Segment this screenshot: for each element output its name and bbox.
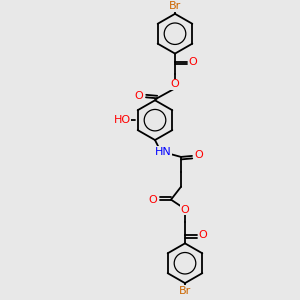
Text: O: O [171,80,179,89]
Text: HN: HN [154,147,171,157]
Text: O: O [195,150,203,160]
Text: O: O [148,195,158,205]
Text: O: O [189,56,197,67]
Text: O: O [199,230,207,240]
Text: Br: Br [179,286,191,296]
Text: O: O [135,91,143,101]
Text: O: O [181,205,189,214]
Text: Br: Br [169,1,181,11]
Text: HO: HO [113,115,130,125]
